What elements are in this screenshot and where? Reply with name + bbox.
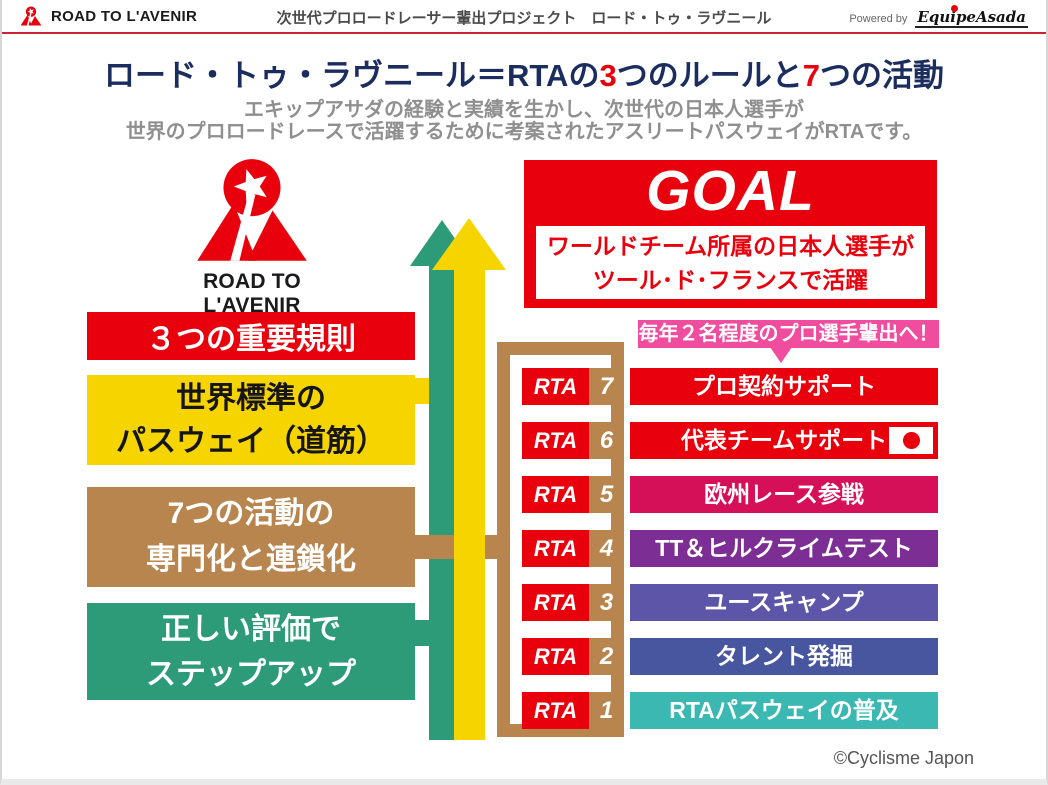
rta-prefix-badge: RTA <box>522 530 589 567</box>
title-number-3: 3 <box>599 58 617 93</box>
goal-box: GOAL ワールドチーム所属の日本人選手が ツール･ド･フランスで活躍 <box>524 160 937 308</box>
page-title: ロード・トゥ・ラヴニール＝RTAの3つのルールと7つの活動 <box>104 58 944 93</box>
rta-prefix-badge: RTA <box>522 638 589 675</box>
equipe-asada-logo: EquipeAsada <box>915 5 1028 28</box>
brand-red-dot-icon <box>951 5 959 12</box>
header-project-title: 次世代プロロードレーサー輩出プロジェクト ロード・トゥ・ラヴニール <box>276 10 772 27</box>
rta-number-badge: 5 <box>589 476 624 513</box>
rule-box-seven-activities: 7つの活動の 専門化と連鎖化 <box>87 487 415 587</box>
rta-activity-row: RTA 4 TT＆ヒルクライムテスト <box>522 530 938 567</box>
rta-prefix-badge: RTA <box>522 422 589 459</box>
rta-activity-row: RTA 3 ユースキャンプ <box>522 584 938 621</box>
rta-activity-label: TT＆ヒルクライムテスト <box>630 530 938 567</box>
rta-activity-label: プロ契約サポート <box>630 368 938 405</box>
subtitle-line2: 世界のプロロードレースで活躍するために考案されたアスリートパスウェイがRTAです… <box>125 121 923 143</box>
rta-number-badge: 3 <box>589 584 624 621</box>
copyright-text: ©Cyclisme Japon <box>833 748 974 768</box>
rta-activity-label: RTAパスウェイの普及 <box>630 692 938 729</box>
yellow-up-arrow <box>432 218 506 740</box>
goal-title: GOAL <box>646 159 815 223</box>
title-number-7: 7 <box>802 58 820 93</box>
rta-activity-label: 欧州レース参戦 <box>630 476 938 513</box>
rule-box-world-standard-pathway: 世界標準の パスウェイ（道筋） <box>87 375 415 465</box>
pro-riders-callout: 毎年２名程度のプロ選手輩出へ！ <box>638 320 939 363</box>
rta-logo-block: ROAD TO L'AVENIR <box>160 158 344 318</box>
green-up-arrow <box>410 220 474 740</box>
powered-by-label: Powered by <box>849 13 908 25</box>
rta-activity-label: 代表チームサポート <box>630 422 938 459</box>
rta-mountain-logo-icon <box>197 159 307 261</box>
header-logo: ROAD TO L'AVENIR <box>18 3 197 29</box>
goal-statement: ワールドチーム所属の日本人選手が ツール･ド･フランスで活躍 <box>536 226 925 299</box>
rta-number-badge: 7 <box>589 368 624 405</box>
header-logo-text: ROAD TO L'AVENIR <box>51 7 198 25</box>
rta-activity-row: RTA 7 プロ契約サポート <box>522 368 938 405</box>
powered-by: Powered by EquipeAsada <box>849 5 1028 28</box>
rta-activity-row: RTA 1 RTAパスウェイの普及 <box>522 692 938 729</box>
rta-activity-row: RTA 6 代表チームサポート <box>522 422 938 459</box>
rta-number-badge: 6 <box>589 422 624 459</box>
rta-logo-caption: ROAD TO L'AVENIR <box>203 270 301 317</box>
rta-activity-row: RTA 2 タレント発掘 <box>522 638 938 675</box>
rta-prefix-badge: RTA <box>522 584 589 621</box>
rta-prefix-badge: RTA <box>522 692 589 729</box>
rta-number-badge: 2 <box>589 638 624 675</box>
callout-tail-icon <box>770 347 792 363</box>
rta-activity-label: ユースキャンプ <box>630 584 938 621</box>
rta-mountain-icon <box>20 6 42 26</box>
subtitle-line1: エキップアサダの経験と実績を生かし、次世代の日本人選手が <box>244 99 804 121</box>
rta-prefix-badge: RTA <box>522 368 589 405</box>
rta-prefix-badge: RTA <box>522 476 589 513</box>
japan-flag-icon <box>889 427 933 454</box>
rta-activity-label: タレント発掘 <box>630 638 938 675</box>
rule-box-fair-evaluation: 正しい評価で ステップアップ <box>87 603 415 700</box>
rta-activity-row: RTA 5 欧州レース参戦 <box>522 476 938 513</box>
header-bar: ROAD TO L'AVENIR 次世代プロロードレーサー輩出プロジェクト ロー… <box>2 0 1046 34</box>
rta-number-badge: 1 <box>589 692 624 729</box>
rta-number-badge: 4 <box>589 530 624 567</box>
rule-box-important-rules: ３つの重要規則 <box>87 312 415 360</box>
